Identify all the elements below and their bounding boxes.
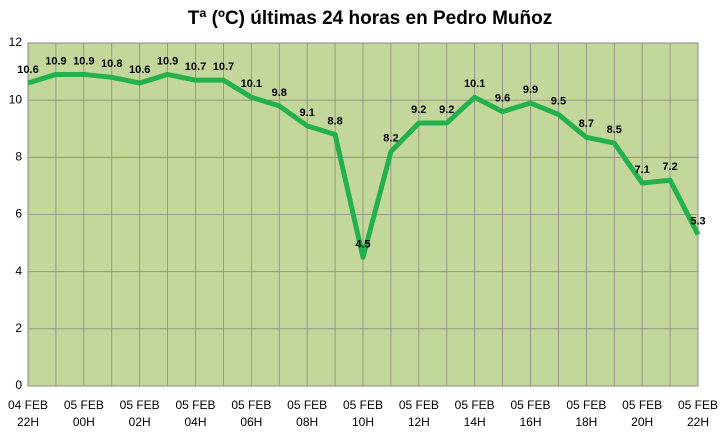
y-tick-label: 8	[15, 150, 22, 164]
data-label: 8.7	[579, 118, 594, 130]
x-tick-label: 16H	[519, 415, 541, 429]
x-tick-label: 02H	[129, 415, 151, 429]
x-tick-label: 14H	[464, 415, 486, 429]
data-label: 10.9	[157, 55, 178, 67]
data-label: 7.2	[662, 161, 677, 173]
x-tick-label: 05 FEB	[64, 398, 104, 412]
data-label: 9.8	[272, 87, 287, 99]
x-tick-label: 22H	[17, 415, 39, 429]
y-tick-label: 12	[9, 35, 23, 49]
data-label: 10.8	[101, 58, 122, 70]
data-label: 5.3	[690, 215, 705, 227]
x-tick-label: 05 FEB	[566, 398, 606, 412]
x-tick-label: 04 FEB	[8, 398, 48, 412]
data-label: 9.5	[551, 95, 566, 107]
data-label: 9.6	[495, 93, 510, 105]
y-tick-label: 6	[15, 207, 22, 221]
y-tick-label: 10	[9, 92, 23, 106]
line	[27, 71, 701, 260]
x-tick-label: 06H	[240, 415, 262, 429]
data-label: 10.7	[213, 61, 234, 73]
data-label: 10.6	[129, 64, 150, 76]
x-tick-label: 12H	[408, 415, 430, 429]
data-label: 8.5	[607, 124, 622, 136]
x-tick-label: 05 FEB	[287, 398, 327, 412]
x-tick-label: 22H	[687, 415, 709, 429]
data-label: 8.2	[383, 133, 398, 145]
data-label: 8.8	[327, 115, 342, 127]
x-tick-label: 05 FEB	[343, 398, 383, 412]
y-tick-label: 0	[15, 378, 22, 392]
data-label: 7.1	[635, 164, 650, 176]
data-label: 10.6	[17, 64, 38, 76]
x-tick-label: 08H	[296, 415, 318, 429]
data-label: 10.1	[464, 78, 485, 90]
data-label: 9.9	[523, 84, 538, 96]
data-label: 10.9	[73, 55, 94, 67]
x-tick-label: 20H	[631, 415, 653, 429]
data-label: 4.5	[355, 238, 370, 250]
x-tick-label: 05 FEB	[510, 398, 550, 412]
data-label: 10.9	[45, 55, 66, 67]
x-tick-label: 05 FEB	[175, 398, 215, 412]
y-tick-label: 2	[15, 321, 22, 335]
chart-title: Tª (ºC) últimas 24 horas en Pedro Muñoz	[188, 8, 552, 29]
x-tick-label: 05 FEB	[399, 398, 439, 412]
x-tick-label: 00H	[73, 415, 95, 429]
data-label: 9.1	[300, 107, 315, 119]
x-tick-label: 05 FEB	[231, 398, 271, 412]
x-tick-label: 05 FEB	[455, 398, 495, 412]
x-tick-label: 10H	[352, 415, 374, 429]
data-label: 9.2	[439, 104, 454, 116]
data-label: 10.1	[241, 78, 262, 90]
x-tick-label: 18H	[575, 415, 597, 429]
x-tick-label: 05 FEB	[678, 398, 718, 412]
x-tick-label: 05 FEB	[120, 398, 160, 412]
data-label: 10.7	[185, 61, 206, 73]
y-tick-label: 4	[15, 264, 22, 278]
x-tick-label: 05 FEB	[622, 398, 662, 412]
data-label: 9.2	[411, 104, 426, 116]
x-tick-label: 04H	[184, 415, 206, 429]
